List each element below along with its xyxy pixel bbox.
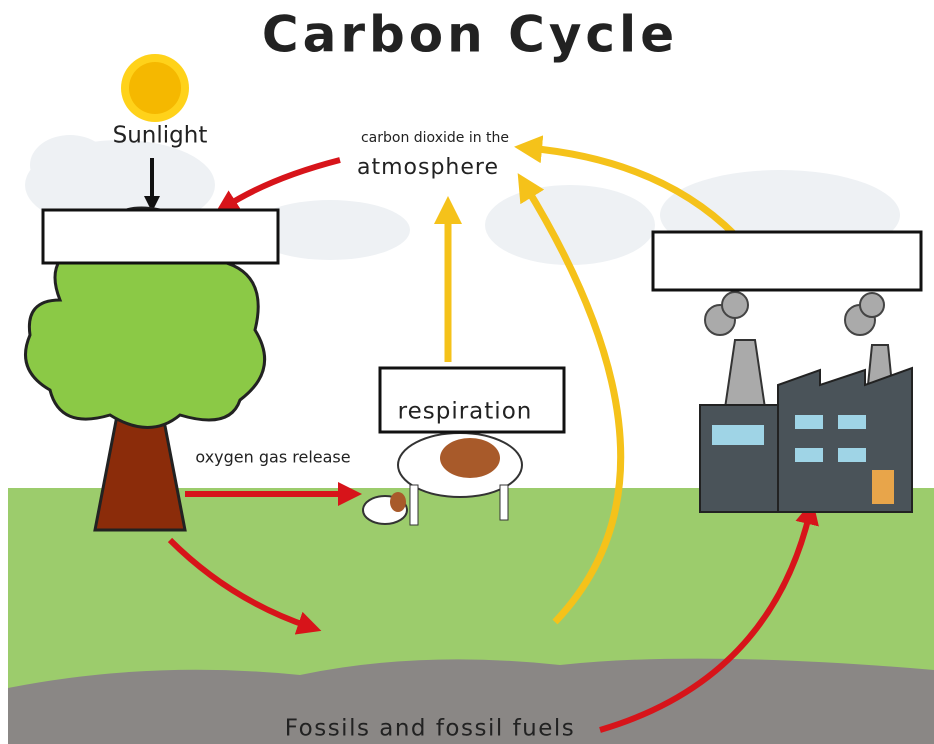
sunlight-label: Sunlight [113, 123, 208, 149]
respiration-label: respiration [398, 399, 533, 425]
sun [121, 54, 189, 122]
co2-label-line1: carbon dioxide in the [361, 130, 509, 146]
blank-box [43, 210, 278, 263]
co2-to-tree-arrow [225, 160, 340, 207]
oxygen-label: oxygen gas release [195, 448, 350, 467]
blank-box [653, 232, 921, 290]
carbon-cycle-diagram: Carbon Cycle Sunlight carbon dioxide in … [0, 0, 934, 744]
factory [700, 292, 912, 512]
co2-label-line2: atmosphere [357, 155, 499, 180]
patch [318, 600, 398, 645]
title: Carbon Cycle [262, 6, 678, 64]
fossils-label: Fossils and fossil fuels [285, 716, 576, 742]
